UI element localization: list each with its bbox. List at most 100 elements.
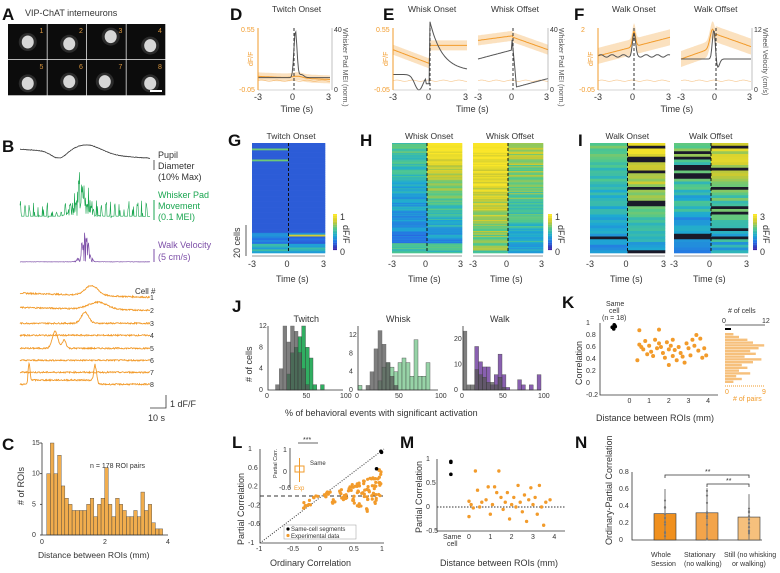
heatmap-cell xyxy=(392,196,428,199)
x-tick-label: 3 xyxy=(687,398,691,405)
pair-point xyxy=(678,351,683,355)
heatmap-cell xyxy=(711,167,749,171)
heatmap-cell xyxy=(288,207,326,210)
histogram-bar xyxy=(357,385,363,391)
heatmap-cell xyxy=(427,233,463,235)
heatmap-cell xyxy=(427,180,463,183)
pair-point xyxy=(537,483,542,488)
colorbar-segment xyxy=(333,235,337,238)
y-tick-label: -0.5 xyxy=(426,528,438,535)
heatmap-cell xyxy=(711,211,749,215)
heatmap-cell xyxy=(252,188,289,191)
x-tick-label: -3 xyxy=(594,92,602,102)
heatmap-cell xyxy=(392,163,428,166)
heatmap-cell xyxy=(627,203,666,207)
heatmap-cell xyxy=(473,183,509,185)
histogram-bar xyxy=(158,528,163,536)
pair-point xyxy=(503,500,507,504)
heatmap-cell xyxy=(392,194,428,196)
cell-numbers: 1 2 3 4 5 6 7 8 xyxy=(150,295,154,389)
l-xlabel: Ordinary Correlation xyxy=(270,558,351,568)
heatmap-cell xyxy=(674,214,712,218)
heatmap-cell xyxy=(711,173,749,177)
heatmap-cell xyxy=(473,151,509,154)
heatmap-cell xyxy=(473,144,509,146)
heatmap-cell xyxy=(392,237,428,239)
marginal-hist-bar xyxy=(725,372,751,375)
heatmap-cell xyxy=(508,250,544,253)
heatmap-cell xyxy=(288,188,326,191)
heatmap-cell xyxy=(508,157,544,160)
cell-number: 3 xyxy=(150,321,154,328)
heatmap-cell xyxy=(252,245,289,248)
heatmap-cell xyxy=(627,233,666,237)
marginal-hist-bar-same xyxy=(725,328,731,330)
heatmap-cell xyxy=(590,148,628,152)
m-ylabel: Partial Correlation xyxy=(414,461,424,533)
same-cell-point xyxy=(379,450,384,455)
histogram-bar xyxy=(389,376,395,391)
pair-point xyxy=(544,500,548,504)
neuron-glow xyxy=(141,36,160,55)
heatmap-cell xyxy=(288,155,326,158)
heatmap-cell xyxy=(288,150,326,153)
heatmap-cell xyxy=(392,249,428,251)
heatmap-cell xyxy=(627,170,666,174)
colorbar-segment xyxy=(753,241,757,243)
panel-label-m: M xyxy=(400,433,414,452)
heatmap-cell xyxy=(288,218,326,221)
heatmap-cell xyxy=(427,204,463,206)
heatmap-cell xyxy=(508,210,544,212)
category-label: Still (no whisking xyxy=(724,552,776,559)
histogram-bar xyxy=(536,374,542,391)
heatmap-cell xyxy=(252,146,289,149)
heatmap-cell xyxy=(627,178,666,182)
heatmap-cell xyxy=(288,249,326,252)
heatmap-cell xyxy=(473,198,509,200)
heatmap-cell xyxy=(252,232,289,235)
heatmap-cell xyxy=(392,187,428,189)
x-tick-label: 0 xyxy=(624,259,629,269)
y-tick-label: 20 xyxy=(454,336,462,343)
pair-point xyxy=(696,348,701,353)
heatmap-cell xyxy=(427,251,463,254)
heatmap-cell xyxy=(473,238,509,240)
heatmap-cell xyxy=(627,236,666,240)
axes xyxy=(599,323,718,396)
colorbar-segment xyxy=(548,230,552,233)
y-tick-label: 0 xyxy=(32,532,36,539)
heatmap-cell xyxy=(473,216,509,218)
heatmap-title: Walk Onset xyxy=(606,131,650,141)
heatmap-cell xyxy=(627,209,666,213)
heatmap-cell xyxy=(473,160,509,162)
tile-number: 2 xyxy=(79,28,83,35)
heatmap-cell xyxy=(711,236,749,240)
pair-point xyxy=(533,495,537,500)
j-xlabel: % of behavioral events with significant … xyxy=(285,408,478,418)
heatmap-cell xyxy=(288,179,326,182)
heatmap-cell xyxy=(627,247,666,251)
heatmap-cell xyxy=(711,220,749,224)
heatmap-cell xyxy=(252,187,289,190)
histogram-bar xyxy=(89,498,95,536)
heatmap-cell xyxy=(252,210,289,213)
pair-point xyxy=(657,327,661,332)
marginal-hist-bar xyxy=(725,377,742,381)
colorbar-segment xyxy=(548,237,552,240)
pair-point xyxy=(541,523,546,527)
colorbar-tick: 0 xyxy=(760,247,765,257)
heatmap-cell xyxy=(590,206,628,210)
heatmap-cell xyxy=(427,231,463,233)
y-tick-label: 0.6 xyxy=(248,465,258,472)
x-tick-label: 0 xyxy=(630,92,635,102)
pair-point xyxy=(688,353,693,358)
heatmap-cell xyxy=(288,152,326,155)
histogram-bar xyxy=(86,504,91,536)
same-cell-point xyxy=(449,460,453,465)
x-tick-label: -3 xyxy=(670,259,678,269)
dff-mean-trace xyxy=(477,35,549,51)
pair-point xyxy=(507,517,512,521)
heatmap-cell xyxy=(508,152,544,155)
heatmap-cell xyxy=(473,180,509,183)
heatmap-cell xyxy=(508,200,544,202)
